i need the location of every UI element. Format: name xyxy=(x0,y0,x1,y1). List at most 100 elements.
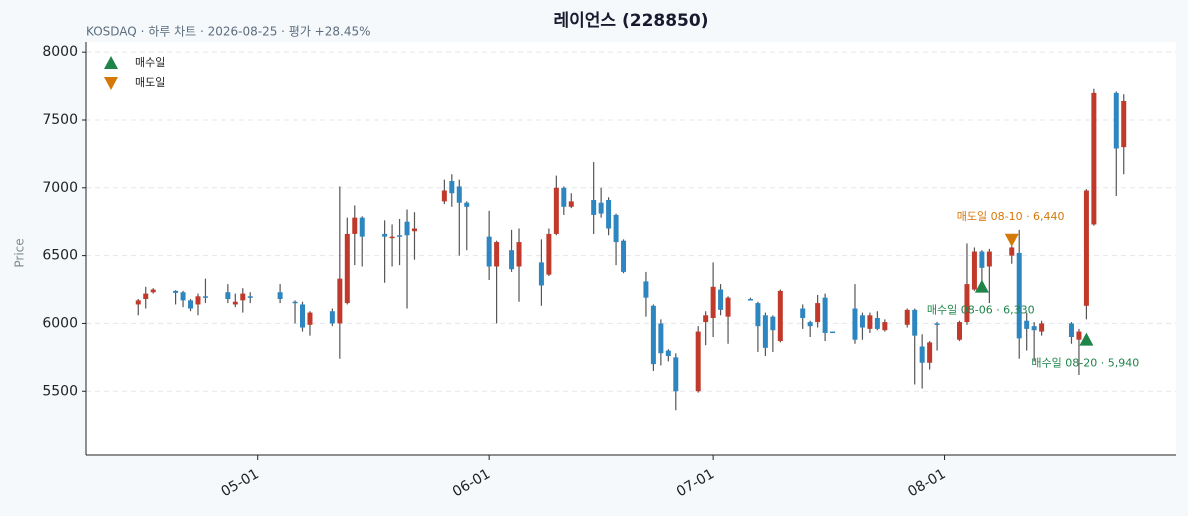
candle-body xyxy=(956,322,962,340)
candle-body xyxy=(352,217,358,234)
candle-body xyxy=(621,240,627,272)
candle-body xyxy=(411,228,417,232)
candle-body xyxy=(456,186,462,203)
buy-marker xyxy=(1079,332,1094,346)
candle-body xyxy=(807,322,813,327)
candle-body xyxy=(859,315,865,328)
chart-title: 레이언스 (228850) xyxy=(554,11,709,31)
candle-body xyxy=(307,312,313,325)
y-tick-label: 8000 xyxy=(42,44,78,60)
subtitle: KOSDAQ · 하루 차트 · 2026-08-25 · 평가 +28.45% xyxy=(86,25,371,39)
buy-annotation: 매수일 08-20 · 5,940 xyxy=(1031,356,1139,370)
buy-annotation: 매수일 08-06 · 6,330 xyxy=(927,303,1035,317)
candle-body xyxy=(874,318,880,329)
candle-body xyxy=(1009,247,1015,256)
candle-body xyxy=(695,331,701,392)
candle-body xyxy=(710,286,716,319)
candle-body xyxy=(725,297,731,317)
candle-body xyxy=(934,323,940,325)
candle-body xyxy=(986,251,992,267)
candle-body xyxy=(650,305,656,365)
legend-buy-symbol xyxy=(104,56,118,69)
y-tick-label: 7500 xyxy=(42,112,78,128)
candle-body xyxy=(747,299,753,301)
candle-body xyxy=(971,251,977,290)
candle-body xyxy=(643,281,649,298)
y-tick-label: 7000 xyxy=(42,180,78,196)
candle-body xyxy=(195,296,201,305)
legend-buy-label: 매수일 xyxy=(135,55,165,69)
candle-body xyxy=(188,300,194,309)
candle-body xyxy=(344,233,350,304)
candle-body xyxy=(1121,101,1127,148)
candle-body xyxy=(277,292,283,300)
candle-body xyxy=(665,350,671,356)
sell-annotation: 매도일 08-10 · 6,440 xyxy=(957,209,1065,223)
candle-body xyxy=(516,242,522,267)
candle-body xyxy=(762,315,768,348)
candle-body xyxy=(800,308,806,319)
candle-body xyxy=(240,293,246,301)
candle-body xyxy=(173,290,179,293)
candle-body xyxy=(202,296,208,298)
candle-body xyxy=(449,181,455,194)
candle-body xyxy=(613,214,619,243)
candle-body xyxy=(441,190,447,202)
candle-body xyxy=(464,202,470,207)
candle-body xyxy=(329,311,335,324)
candle-body xyxy=(658,323,664,354)
sell-marker xyxy=(1004,233,1019,247)
candle-body xyxy=(919,346,925,363)
candle-body xyxy=(546,233,552,275)
candle-body xyxy=(135,300,141,305)
candle-body xyxy=(382,233,388,237)
candle-body xyxy=(830,331,836,334)
candle-body xyxy=(777,290,783,342)
candle-body xyxy=(1076,331,1082,340)
candle-body xyxy=(232,301,238,305)
candle-body xyxy=(1031,326,1037,331)
candle-body xyxy=(673,357,679,392)
candle-body xyxy=(1083,190,1089,306)
candle-body xyxy=(912,309,918,336)
y-axis-label: Price xyxy=(13,238,27,267)
candle-body xyxy=(1068,323,1074,337)
candle-body xyxy=(755,303,761,327)
candle-body xyxy=(815,303,821,323)
candle-body xyxy=(1113,92,1119,149)
candle-body xyxy=(1016,252,1022,339)
candle-body xyxy=(509,250,515,270)
candle-body xyxy=(538,262,544,286)
candle-body xyxy=(882,322,888,331)
candle-body xyxy=(180,292,186,301)
candle-body xyxy=(561,187,567,207)
candle-body xyxy=(568,201,574,207)
candle-body xyxy=(397,235,403,237)
candle-body xyxy=(150,289,156,293)
candle-body xyxy=(143,293,149,300)
y-tick-label: 6000 xyxy=(42,315,78,331)
candle-body xyxy=(1039,323,1045,332)
legend-sell-symbol xyxy=(104,77,118,90)
candle-body xyxy=(979,251,985,268)
candle-body xyxy=(486,236,492,267)
plot-area xyxy=(86,42,1176,455)
candle-body xyxy=(553,187,559,234)
candle-body xyxy=(1091,92,1097,225)
candle-body xyxy=(927,342,933,363)
candle-body xyxy=(964,284,970,323)
candle-body xyxy=(598,202,604,214)
candle-body xyxy=(404,221,410,236)
candle-body xyxy=(606,200,612,229)
legend-sell-label: 매도일 xyxy=(135,75,165,89)
candle-body xyxy=(591,200,597,215)
candle-body xyxy=(337,278,343,324)
candle-body xyxy=(225,292,231,300)
candle-body xyxy=(703,315,709,323)
candle-body xyxy=(904,309,910,325)
candle-body xyxy=(247,296,253,298)
candle-body xyxy=(1024,320,1030,329)
candle-body xyxy=(300,304,306,328)
candle-body xyxy=(718,289,724,310)
